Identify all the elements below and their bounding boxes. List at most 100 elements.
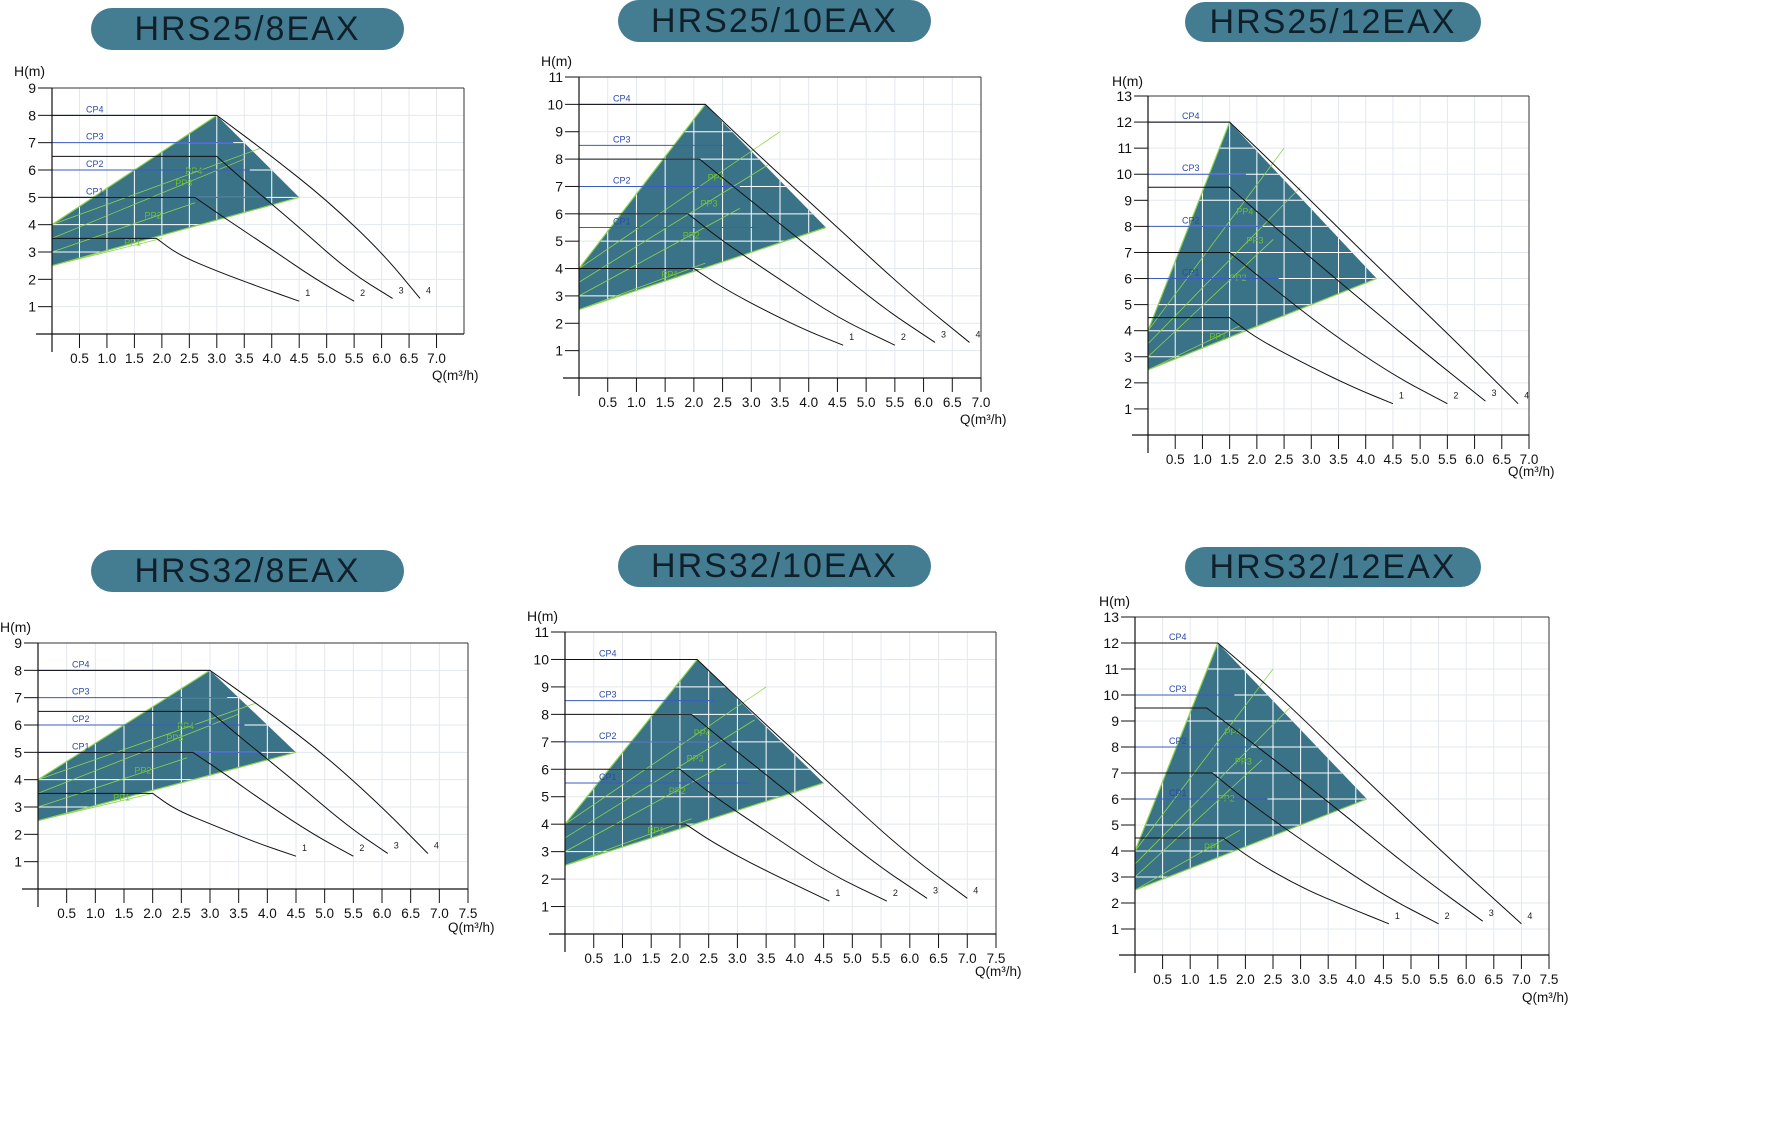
pp-line — [1134, 759, 1263, 878]
x-tick-label: 4.5 — [1374, 972, 1393, 987]
pp-label: PP3 — [175, 178, 192, 188]
y-tick-label: 1 — [1111, 921, 1119, 937]
x-tick-label: 1.0 — [627, 395, 646, 410]
y-axis-label: H(m) — [0, 619, 31, 635]
x-tick-label: 5.5 — [885, 395, 904, 410]
x-tick-label: 1.5 — [656, 395, 675, 410]
x-tick-label: 5.5 — [345, 351, 364, 366]
pp-line — [578, 207, 740, 297]
x-tick-label: 6.0 — [373, 906, 392, 921]
pp-line — [51, 237, 162, 267]
pp-label: PP1 — [1204, 842, 1221, 852]
x-tick-label: 2.0 — [1247, 452, 1266, 467]
y-tick-label: 8 — [14, 662, 22, 678]
y-tick-label: 1 — [1124, 401, 1132, 417]
pump-curve — [1135, 642, 1522, 925]
pump-curve — [52, 114, 421, 299]
pp-line — [1147, 325, 1241, 371]
pump-curve — [52, 196, 355, 302]
x-tick-label: 3.0 — [1302, 452, 1321, 467]
pp-line — [1134, 668, 1274, 852]
pump-curve — [1135, 772, 1439, 925]
pump-curve-label: 3 — [1489, 908, 1494, 918]
cp-label: CP2 — [1169, 736, 1187, 746]
x-tick-label: 2.5 — [1264, 972, 1283, 987]
y-tick-label: 5 — [1111, 817, 1119, 833]
pp-label: PP4 — [694, 728, 711, 738]
x-tick-label: 6.5 — [943, 395, 962, 410]
pp-label: PP3 — [687, 754, 704, 764]
pp-label: PP2 — [1230, 273, 1247, 283]
pump-curve-label: 4 — [973, 885, 978, 895]
y-tick-label: 7 — [1124, 244, 1132, 260]
cp-label: CP1 — [1182, 268, 1200, 278]
x-tick-label: 4.5 — [287, 906, 306, 921]
y-tick-label: 10 — [1116, 166, 1132, 182]
pp-line — [37, 713, 239, 794]
x-tick-label: 2.0 — [143, 906, 162, 921]
x-tick-label: 4.5 — [828, 395, 847, 410]
y-tick-label: 9 — [1124, 192, 1132, 208]
y-tick-label: 9 — [1111, 713, 1119, 729]
pp-label: PP2 — [145, 210, 162, 220]
y-tick-label: 5 — [541, 789, 549, 805]
y-tick-label: 8 — [28, 107, 36, 123]
pump-curve-label: 4 — [434, 840, 439, 850]
x-tick-label: 3.0 — [201, 906, 220, 921]
operating-envelope — [579, 104, 826, 310]
x-tick-label: 1.0 — [613, 951, 632, 966]
pump-curve-label: 1 — [305, 288, 310, 298]
x-tick-label: 1.0 — [98, 351, 117, 366]
y-tick-label: 1 — [541, 899, 549, 915]
x-tick-label: 1.5 — [115, 906, 134, 921]
chart-title-pill: HRS25/12EAX — [1185, 2, 1481, 42]
pump-curve — [1135, 837, 1390, 925]
pp-label: PP4 — [1225, 727, 1242, 737]
cp-label: CP4 — [72, 659, 90, 669]
pp-line — [51, 158, 245, 239]
chart-title-pill: HRS32/10EAX — [618, 545, 931, 587]
pp-line — [578, 131, 781, 269]
x-axis-label: Q(m³/h) — [1508, 464, 1555, 479]
y-axis-label: H(m) — [14, 63, 45, 79]
x-tick-label: 3.0 — [1291, 972, 1310, 987]
pump-curve-label: 1 — [849, 332, 854, 342]
x-tick-label: 6.5 — [401, 906, 420, 921]
pp-line — [1134, 829, 1241, 891]
pp-label: PP2 — [1218, 793, 1235, 803]
pp-label: PP2 — [683, 231, 700, 241]
y-tick-label: 5 — [28, 189, 36, 205]
x-tick-label: 6.5 — [1492, 452, 1511, 467]
x-tick-label: 5.5 — [872, 951, 891, 966]
pump-curve-label: 1 — [302, 843, 307, 853]
cp-label: CP3 — [72, 687, 90, 697]
y-tick-label: 10 — [1103, 687, 1119, 703]
y-tick-label: 5 — [14, 744, 22, 760]
x-tick-label: 4.5 — [290, 351, 309, 366]
pump-curve-label: 3 — [941, 329, 946, 339]
y-tick-label: 7 — [14, 690, 22, 706]
y-tick-label: 1 — [555, 343, 563, 359]
cp-label: CP1 — [613, 217, 631, 227]
x-tick-label: 0.5 — [57, 906, 76, 921]
y-tick-label: 7 — [28, 135, 36, 151]
y-axis-label: H(m) — [527, 608, 558, 624]
x-tick-label: 2.0 — [152, 351, 171, 366]
pp-label: PP1 — [1209, 331, 1226, 341]
y-tick-label: 11 — [548, 69, 563, 85]
pp-line — [51, 202, 195, 253]
x-tick-label: 7.0 — [430, 906, 449, 921]
y-tick-label: 6 — [28, 162, 36, 178]
pump-curve — [579, 268, 844, 346]
x-tick-label: 5.0 — [1411, 452, 1430, 467]
y-tick-label: 8 — [555, 151, 563, 167]
y-tick-label: 8 — [1111, 739, 1119, 755]
y-tick-label: 4 — [541, 816, 549, 832]
operating-envelope — [565, 659, 824, 866]
operating-envelope — [1148, 122, 1377, 370]
pump-curve — [1148, 186, 1486, 402]
cp-label: CP4 — [1182, 111, 1200, 121]
x-tick-label: 1.5 — [1208, 972, 1227, 987]
x-tick-label: 2.0 — [1236, 972, 1255, 987]
